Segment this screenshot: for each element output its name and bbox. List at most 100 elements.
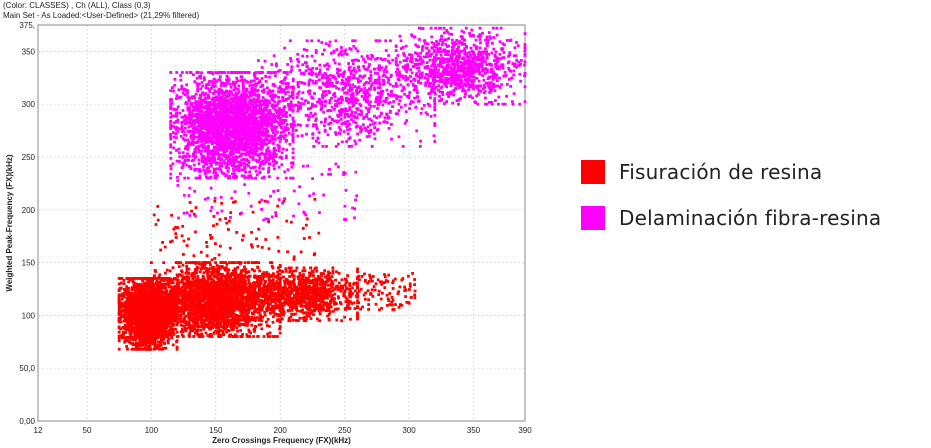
data-point	[247, 296, 251, 300]
data-point	[158, 321, 162, 325]
data-point	[139, 303, 143, 307]
data-point	[245, 308, 248, 312]
data-point	[278, 301, 282, 305]
data-point	[169, 301, 173, 304]
data-point	[132, 320, 136, 323]
data-point	[218, 313, 222, 317]
data-point	[117, 318, 121, 322]
data-point	[224, 268, 228, 272]
data-point	[146, 313, 150, 316]
data-point	[278, 299, 282, 303]
data-point	[139, 313, 143, 317]
data-point	[215, 318, 219, 321]
data-point	[249, 289, 253, 293]
data-point	[163, 334, 166, 337]
data-point	[257, 323, 261, 327]
data-point	[214, 294, 218, 298]
data-point	[222, 307, 226, 311]
data-point	[228, 285, 232, 289]
data-point	[248, 292, 251, 296]
data-point	[178, 273, 182, 277]
data-point	[155, 324, 159, 328]
data-point	[151, 306, 154, 310]
data-point	[150, 339, 153, 343]
data-point	[232, 312, 236, 316]
data-point	[245, 314, 248, 317]
data-point	[161, 336, 165, 340]
data-point	[206, 272, 209, 276]
data-point	[199, 304, 203, 308]
data-point	[163, 282, 166, 286]
data-point	[159, 341, 163, 344]
data-point	[257, 318, 261, 322]
data-point	[191, 329, 195, 333]
data-point	[125, 345, 128, 348]
data-point	[145, 281, 149, 285]
data-point	[245, 296, 248, 300]
data-point	[211, 290, 214, 294]
data-point	[224, 287, 227, 291]
data-point	[172, 299, 176, 303]
data-point	[157, 302, 161, 306]
data-point	[239, 261, 243, 264]
data-point	[186, 299, 190, 302]
data-point	[235, 326, 239, 330]
data-point	[234, 284, 238, 288]
data-point	[181, 306, 185, 310]
data-point	[184, 290, 188, 294]
data-point	[225, 324, 229, 328]
data-point	[120, 309, 124, 313]
data-point	[166, 293, 170, 296]
data-point	[153, 269, 157, 272]
data-point	[214, 261, 217, 264]
data-point	[196, 308, 200, 311]
data-point	[164, 271, 167, 275]
data-point	[192, 335, 196, 338]
data-point	[239, 291, 243, 295]
data-point	[140, 291, 144, 295]
data-point	[220, 289, 224, 293]
data-point	[247, 285, 251, 288]
data-point	[207, 293, 211, 297]
data-point	[132, 316, 135, 319]
data-point	[219, 311, 222, 315]
data-point	[225, 321, 229, 325]
data-point	[214, 281, 218, 284]
data-point	[160, 286, 164, 290]
data-point	[136, 301, 140, 305]
data-point	[120, 313, 124, 317]
data-point	[278, 309, 282, 313]
data-point	[150, 332, 153, 336]
data-point	[138, 336, 141, 340]
data-point	[179, 320, 182, 324]
data-point	[217, 329, 221, 333]
data-point	[142, 325, 146, 329]
data-point	[125, 291, 129, 294]
data-point	[181, 290, 184, 293]
data-point	[175, 347, 179, 351]
data-point	[199, 297, 203, 301]
data-point	[208, 261, 211, 264]
data-point	[192, 306, 195, 310]
data-point	[177, 265, 181, 268]
data-point	[139, 289, 143, 293]
data-point	[156, 307, 160, 311]
data-point	[220, 281, 223, 285]
data-point	[132, 329, 136, 333]
data-point	[151, 291, 155, 295]
data-point	[141, 315, 145, 319]
data-point	[146, 277, 150, 280]
data-point	[157, 330, 161, 334]
data-point	[241, 280, 244, 283]
data-point	[235, 314, 239, 317]
data-point	[206, 299, 210, 302]
data-point	[229, 275, 233, 279]
data-point	[222, 266, 226, 270]
data-point	[138, 331, 142, 334]
data-point	[188, 302, 191, 306]
data-point	[125, 289, 129, 292]
data-point	[135, 277, 139, 280]
data-point	[179, 261, 182, 264]
data-point	[224, 275, 228, 278]
data-point	[160, 323, 164, 326]
